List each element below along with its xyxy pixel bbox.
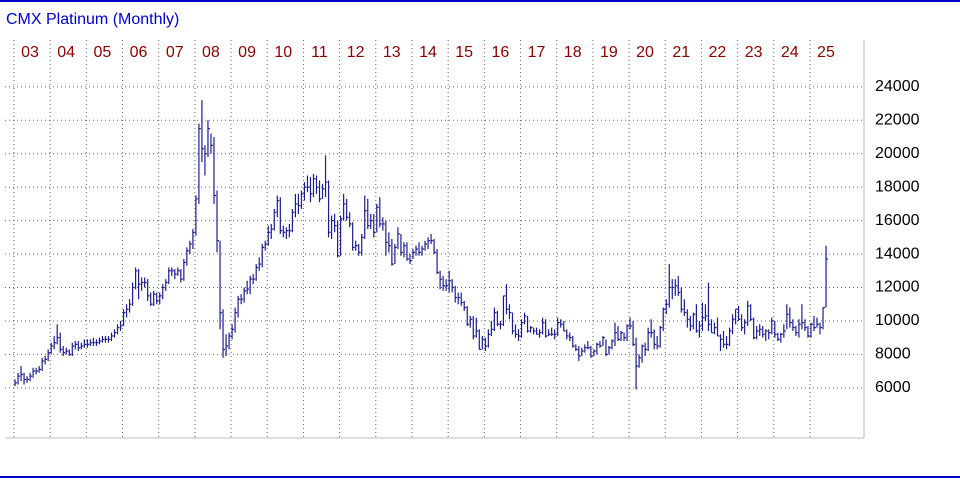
x-tick-label: 10 <box>274 44 292 61</box>
x-tick-label: 24 <box>781 44 799 61</box>
x-tick-label: 03 <box>21 44 39 61</box>
x-tick-label: 04 <box>57 44 75 61</box>
y-tick-label: 18000 <box>875 178 920 195</box>
x-tick-label: 19 <box>600 44 618 61</box>
chart-title: CMX Platinum (Monthly) <box>6 11 179 28</box>
x-tick-label: 07 <box>166 44 184 61</box>
x-tick-label: 08 <box>202 44 220 61</box>
x-tick-label: 21 <box>672 44 690 61</box>
x-tick-label: 18 <box>564 44 582 61</box>
x-tick-label: 05 <box>93 44 111 61</box>
x-tick-label: 22 <box>709 44 727 61</box>
y-tick-label: 20000 <box>875 145 920 162</box>
x-tick-label: 09 <box>238 44 256 61</box>
x-tick-label: 23 <box>745 44 763 61</box>
y-tick-label: 8000 <box>875 346 911 363</box>
x-tick-label: 15 <box>455 44 473 61</box>
y-tick-label: 16000 <box>875 212 920 229</box>
x-tick-label: 16 <box>491 44 509 61</box>
x-tick-label: 17 <box>528 44 546 61</box>
y-tick-label: 12000 <box>875 279 920 296</box>
x-tick-label: 12 <box>347 44 365 61</box>
x-tick-label: 11 <box>311 44 328 61</box>
bottom-border <box>0 476 960 478</box>
y-tick-label: 24000 <box>875 78 920 95</box>
y-tick-label: 14000 <box>875 245 920 262</box>
y-tick-label: 10000 <box>875 312 920 329</box>
top-border <box>0 0 960 2</box>
x-tick-label: 13 <box>383 44 401 61</box>
x-tick-label: 14 <box>419 44 437 61</box>
y-tick-label: 22000 <box>875 111 920 128</box>
y-tick-label: 6000 <box>875 379 911 396</box>
x-tick-label: 20 <box>636 44 654 61</box>
x-tick-label: 25 <box>817 44 835 61</box>
x-tick-label: 06 <box>130 44 148 61</box>
